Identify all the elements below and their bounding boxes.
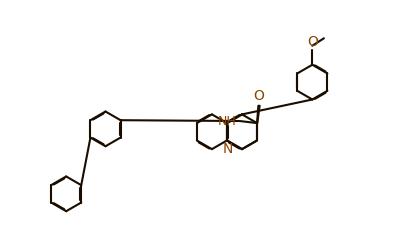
Text: N: N <box>222 142 233 156</box>
Text: O: O <box>307 35 318 49</box>
Text: O: O <box>254 89 264 103</box>
Text: NH: NH <box>218 115 236 127</box>
